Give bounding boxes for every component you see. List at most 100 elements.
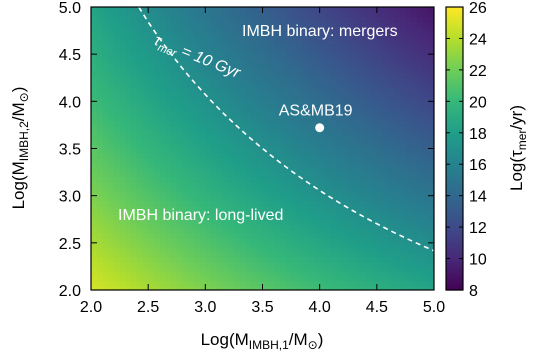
colorbar-segment bbox=[446, 222, 463, 226]
colorbar-segment bbox=[446, 86, 463, 90]
colorbar-tick-label: 12 bbox=[469, 220, 487, 237]
colorbar-segment bbox=[446, 188, 463, 192]
colorbar-segment bbox=[446, 267, 463, 271]
colorbar-segment bbox=[446, 275, 463, 280]
colorbar-segment bbox=[446, 281, 463, 285]
colorbar-segment bbox=[446, 83, 463, 87]
colorbar-segment bbox=[446, 97, 463, 101]
y-axis-label: Log(MIMBH,2/M⊙) bbox=[9, 87, 31, 210]
colorbar-segment bbox=[446, 270, 463, 274]
colorbar-label: Log(τmer/yr) bbox=[507, 105, 529, 191]
y-tick-label: 2.5 bbox=[59, 236, 81, 253]
colorbar-segment bbox=[446, 227, 463, 232]
x-tick-label: 5.0 bbox=[423, 299, 445, 316]
colorbar-segment bbox=[446, 168, 463, 172]
colorbar-segment bbox=[446, 273, 463, 277]
y-tick-label: 3.5 bbox=[59, 142, 81, 159]
colorbar-segment bbox=[446, 103, 463, 107]
data-point-0 bbox=[315, 123, 325, 133]
colorbar-segment bbox=[446, 12, 463, 17]
colorbar-segment bbox=[446, 287, 463, 291]
colorbar-segment bbox=[446, 137, 463, 141]
colorbar-segment bbox=[446, 171, 463, 175]
colorbar-segment bbox=[446, 128, 463, 133]
colorbar-frame bbox=[445, 6, 464, 291]
colorbar-segment bbox=[446, 244, 463, 249]
colorbar-segment bbox=[446, 114, 463, 118]
colorbar-segment bbox=[446, 9, 463, 14]
colorbar-segment bbox=[446, 247, 463, 251]
y-tick-label: 2.0 bbox=[59, 283, 81, 300]
colorbar-segment bbox=[446, 21, 463, 25]
colorbar-tick-label: 8 bbox=[469, 283, 478, 300]
colorbar-segment bbox=[446, 106, 463, 110]
colorbar-segment bbox=[446, 18, 463, 22]
y-tick-label: 5.0 bbox=[59, 0, 81, 17]
colorbar-segment bbox=[446, 261, 463, 266]
x-tick-label: 2.0 bbox=[80, 299, 102, 316]
colorbar-tick-label: 24 bbox=[469, 31, 487, 48]
colorbar-segment bbox=[446, 80, 463, 85]
colorbar-ticks: 8 10 12 14 16 18 20 22 24 26 bbox=[446, 0, 487, 300]
colorbar-segment bbox=[446, 74, 463, 79]
colorbar-tick-label: 20 bbox=[469, 94, 487, 111]
colorbar-segment bbox=[446, 108, 463, 113]
colorbar-segment bbox=[446, 66, 463, 70]
colorbar-segment bbox=[446, 43, 463, 48]
colorbar bbox=[446, 7, 463, 291]
colorbar-segment bbox=[446, 284, 463, 288]
colorbar-segment bbox=[446, 91, 463, 96]
colorbar-segment bbox=[446, 131, 463, 135]
x-tick-label: 4.0 bbox=[309, 299, 331, 316]
colorbar-segment bbox=[446, 162, 463, 167]
colorbar-segment bbox=[446, 29, 463, 34]
colorbar-segment bbox=[446, 241, 463, 246]
colorbar-segment bbox=[446, 165, 463, 169]
colorbar-tick-label: 16 bbox=[469, 157, 487, 174]
colorbar-segment bbox=[446, 145, 463, 150]
colorbar-segment bbox=[446, 77, 463, 82]
colorbar-segment bbox=[446, 250, 463, 254]
colorbar-segment bbox=[446, 216, 463, 220]
colorbar-segment bbox=[446, 210, 463, 215]
heatmap-field bbox=[91, 7, 434, 290]
colorbar-segment bbox=[446, 123, 463, 127]
y-tick-label: 4.0 bbox=[59, 94, 81, 111]
colorbar-segment bbox=[446, 239, 463, 243]
colorbar-segment bbox=[446, 40, 463, 45]
y-tick-label: 4.5 bbox=[59, 47, 81, 64]
colorbar-segment bbox=[446, 49, 463, 53]
colorbar-segment bbox=[446, 23, 463, 28]
colorbar-segment bbox=[446, 148, 463, 152]
colorbar-segment bbox=[446, 63, 463, 68]
colorbar-tick-label: 22 bbox=[469, 63, 487, 80]
colorbar-segment bbox=[446, 117, 463, 121]
colorbar-segment bbox=[446, 120, 463, 124]
colorbar-segment bbox=[446, 205, 463, 209]
colorbar-segment bbox=[446, 142, 463, 147]
x-axis-label: Log(MIMBH,1/M⊙) bbox=[201, 330, 324, 352]
point-label-asmb19: AS&MB19 bbox=[279, 103, 353, 120]
colorbar-segment bbox=[446, 176, 463, 181]
colorbar-segment bbox=[446, 100, 463, 104]
colorbar-segment bbox=[446, 207, 463, 212]
colorbar-segment bbox=[446, 125, 463, 130]
colorbar-segment bbox=[446, 236, 463, 240]
colorbar-segment bbox=[446, 159, 463, 164]
colorbar-segment bbox=[446, 151, 463, 155]
colorbar-segment bbox=[446, 7, 463, 11]
colorbar-segment bbox=[446, 190, 463, 195]
colorbar-segment bbox=[446, 89, 463, 93]
colorbar-tick-label: 26 bbox=[469, 0, 487, 17]
colorbar-segment bbox=[446, 55, 463, 59]
x-tick-label: 4.5 bbox=[366, 299, 388, 316]
colorbar-segment bbox=[446, 156, 463, 161]
colorbar-segment bbox=[446, 26, 463, 31]
colorbar-segment bbox=[446, 202, 463, 206]
colorbar-tick-label: 14 bbox=[469, 189, 487, 206]
colorbar-segment bbox=[446, 256, 463, 260]
colorbar-segment bbox=[446, 230, 463, 234]
colorbar-segment bbox=[446, 134, 463, 138]
x-tick-label: 3.5 bbox=[251, 299, 273, 316]
colorbar-segment bbox=[446, 182, 463, 186]
